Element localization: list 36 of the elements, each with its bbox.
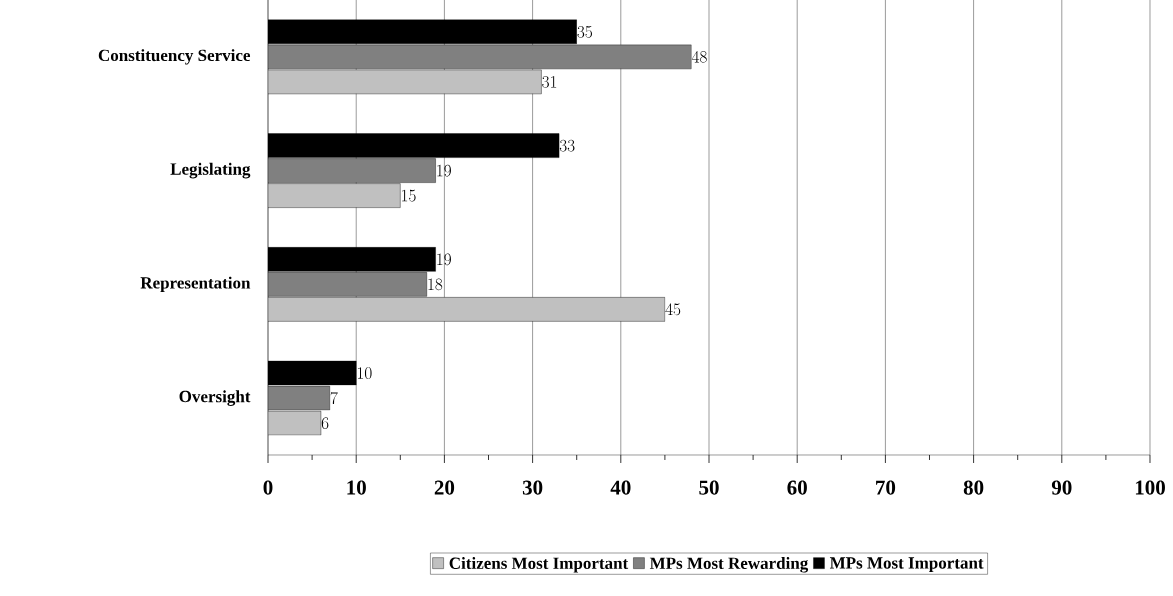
y-tick-label: Oversight xyxy=(179,390,251,406)
x-tick-label: 80 xyxy=(963,480,984,495)
x-tick-label: 10 xyxy=(347,480,366,495)
y-tick-label: Constituency Service xyxy=(98,49,251,65)
legend-label: Citizens Most Important xyxy=(449,557,629,573)
data-label: 48 xyxy=(691,50,707,63)
x-tick-label: 90 xyxy=(1051,480,1072,495)
data-label: 15 xyxy=(402,189,416,202)
x-tick-label: 70 xyxy=(876,480,896,495)
bar xyxy=(268,183,401,208)
data-label: 10 xyxy=(357,367,372,379)
x-tick-label: 50 xyxy=(699,480,719,495)
data-label: 7 xyxy=(330,391,338,404)
data-label: 33 xyxy=(559,139,575,152)
data-label: 45 xyxy=(665,303,681,316)
bar xyxy=(268,69,542,95)
bar xyxy=(268,272,427,297)
data-label: 35 xyxy=(577,26,593,38)
x-tick-label: 20 xyxy=(434,480,455,495)
x-tick-label: 40 xyxy=(610,480,631,495)
x-tick-label: 100 xyxy=(1135,480,1165,495)
data-label: 6 xyxy=(321,417,329,429)
data-label: 31 xyxy=(542,76,557,88)
data-label: 19 xyxy=(437,253,451,266)
y-tick-label: Legislating xyxy=(170,162,251,179)
data-label: 18 xyxy=(428,278,443,291)
x-tick-label: 30 xyxy=(522,480,543,495)
legend-label: MPs Most Important xyxy=(829,557,984,573)
x-tick-label: 60 xyxy=(787,480,807,495)
bar xyxy=(268,297,666,322)
data-label: 19 xyxy=(437,164,451,177)
y-tick-label: Representation xyxy=(140,276,251,293)
bar xyxy=(268,44,692,70)
x-tick-label: 0 xyxy=(263,480,273,495)
bar xyxy=(268,158,436,183)
legend-label: MPs Most Rewarding xyxy=(649,557,809,573)
